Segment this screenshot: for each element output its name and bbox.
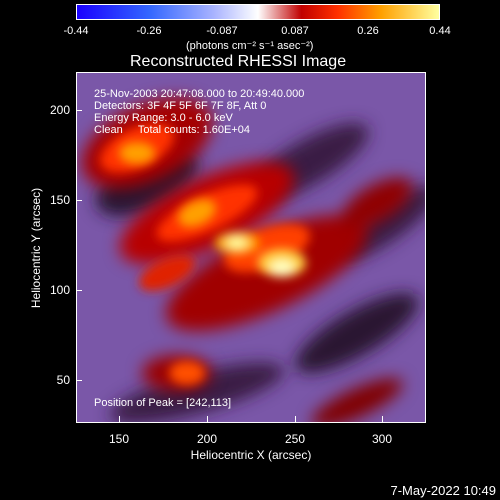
y-tick-mark <box>76 110 82 111</box>
x-tick-label: 300 <box>371 432 393 446</box>
x-tick-label: 200 <box>196 432 218 446</box>
annotation-detectors: Detectors: 3F 4F 5F 6F 7F 8F, Att 0 <box>94 100 267 112</box>
x-tick-mark <box>119 416 120 422</box>
y-tick-mark <box>76 200 82 201</box>
annotation-peak: Position of Peak = [242,113] <box>94 397 232 409</box>
annotation-time: 25-Nov-2003 20:47:08.000 to 20:49:40.000 <box>94 88 305 100</box>
colorbar-tick: 0.26 <box>357 25 379 37</box>
rhessi-image <box>76 72 426 423</box>
y-tick-mark <box>76 290 82 291</box>
y-tick-label: 150 <box>49 193 70 207</box>
footer-date: 7-May-2022 10:49 <box>390 483 496 498</box>
x-tick-mark <box>382 416 383 422</box>
colorbar-tick: -0.44 <box>63 25 89 37</box>
annotation-clean: Clean Total counts: 1.60E+04 <box>94 124 251 136</box>
colorbar-tick: 0.44 <box>429 25 451 37</box>
x-tick-label: 250 <box>284 432 306 446</box>
colorbar-unit: (photons cm⁻² s⁻¹ asec⁻²) <box>186 40 314 52</box>
x-tick-mark <box>295 416 296 422</box>
colorbar-tick: -0.26 <box>136 25 162 37</box>
y-tick-label: 100 <box>49 283 70 297</box>
x-tick-mark <box>207 416 208 422</box>
y-tick-label: 50 <box>56 373 70 387</box>
image-title: Reconstructed RHESSI Image <box>130 53 347 70</box>
colorbar <box>76 4 440 20</box>
colorbar-tick: 0.087 <box>281 25 309 37</box>
annotation-energy: Energy Range: 3.0 - 6.0 keV <box>94 112 233 124</box>
colorbar-tick: -0.087 <box>206 25 238 37</box>
y-tick-mark <box>76 380 82 381</box>
x-tick-label: 150 <box>108 432 130 446</box>
rhessi-map <box>77 73 425 422</box>
y-axis-label: Heliocentric Y (arcsec) <box>29 187 43 309</box>
x-axis-label: Heliocentric X (arcsec) <box>190 448 312 462</box>
y-tick-label: 200 <box>49 103 70 117</box>
